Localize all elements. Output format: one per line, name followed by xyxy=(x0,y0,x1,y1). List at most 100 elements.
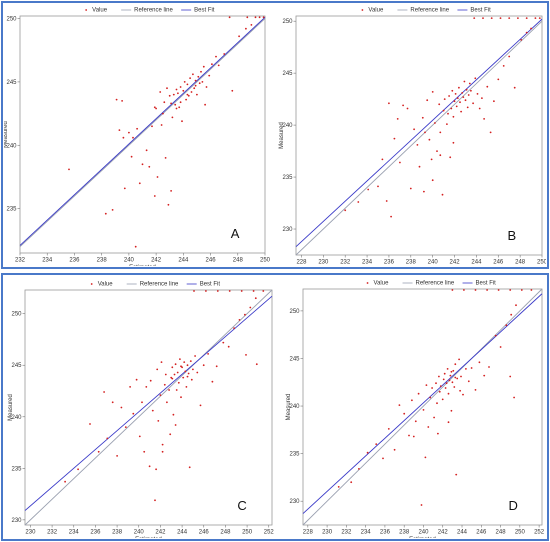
y-tick-label: 240 xyxy=(289,404,300,410)
data-point xyxy=(159,91,162,93)
y-axis-label: Measured xyxy=(8,394,14,421)
y-tick-label: 250 xyxy=(6,17,17,23)
data-point xyxy=(231,89,234,92)
data-point xyxy=(190,378,193,381)
data-point xyxy=(228,16,231,19)
chart-a-svg: 232 234 236 238 240 242 244 246 248 250 235 240 245 2… xyxy=(4,8,270,267)
data-point xyxy=(465,88,468,91)
data-point xyxy=(459,389,461,392)
data-point xyxy=(446,123,448,125)
data-point xyxy=(175,389,178,391)
data-point xyxy=(474,389,477,391)
data-point xyxy=(450,107,453,110)
data-point xyxy=(245,354,247,356)
x-axis-label: Estimated xyxy=(409,537,436,538)
data-point xyxy=(166,87,168,90)
data-point xyxy=(431,91,434,93)
data-point xyxy=(483,118,485,120)
data-point xyxy=(208,74,211,77)
data-point xyxy=(481,97,483,99)
data-point xyxy=(453,386,456,388)
data-point xyxy=(194,84,197,87)
data-point xyxy=(520,39,523,41)
y-tick-label: 235 xyxy=(6,207,17,213)
data-point xyxy=(448,95,450,97)
data-point xyxy=(470,89,472,92)
data-point xyxy=(494,334,497,337)
legend-reference-label: Reference line xyxy=(410,8,449,14)
data-point xyxy=(508,17,511,19)
data-point xyxy=(459,101,461,104)
data-point xyxy=(77,468,79,471)
data-point xyxy=(222,341,225,344)
data-point xyxy=(171,116,174,119)
data-point xyxy=(104,212,107,215)
data-point xyxy=(258,16,261,19)
data-point xyxy=(439,385,442,387)
y-tick-label: 250 xyxy=(11,312,22,318)
y-axis-label: Measured xyxy=(4,121,9,148)
data-point xyxy=(427,426,430,428)
data-point xyxy=(382,457,384,460)
x-tick-label: 242 xyxy=(151,258,162,264)
data-point xyxy=(186,93,189,96)
data-point xyxy=(377,185,379,188)
data-point xyxy=(438,375,440,378)
data-point xyxy=(423,190,425,193)
data-point xyxy=(344,209,347,212)
data-point xyxy=(499,346,502,348)
data-point xyxy=(143,450,146,453)
data-point xyxy=(431,387,433,389)
data-point xyxy=(164,157,167,159)
legend-value-marker xyxy=(90,283,93,285)
data-point xyxy=(211,63,213,66)
data-point xyxy=(444,387,447,389)
legend-value-label: Value xyxy=(92,8,108,14)
data-point xyxy=(123,187,126,190)
data-point xyxy=(192,368,194,371)
y-tick-label: 240 xyxy=(11,415,22,421)
data-point xyxy=(435,382,437,385)
data-point xyxy=(403,412,406,415)
data-point xyxy=(470,367,473,369)
data-point xyxy=(186,375,189,378)
data-point xyxy=(252,290,255,292)
data-point xyxy=(193,290,195,292)
data-point xyxy=(173,373,176,376)
y-axis-label: Measured xyxy=(286,394,292,421)
data-point xyxy=(451,289,454,291)
data-point xyxy=(190,91,193,93)
data-point xyxy=(136,127,139,130)
data-point xyxy=(182,376,185,379)
data-point xyxy=(515,304,517,307)
data-point xyxy=(254,297,257,300)
data-point xyxy=(455,473,458,476)
data-point xyxy=(442,378,445,381)
data-point xyxy=(443,372,446,375)
data-point xyxy=(156,368,159,371)
data-point xyxy=(179,86,182,88)
data-point xyxy=(64,480,66,483)
data-point xyxy=(497,289,500,291)
data-point xyxy=(116,455,118,457)
data-point xyxy=(180,365,182,368)
y-tick-label: 245 xyxy=(289,356,300,362)
data-point xyxy=(460,375,462,378)
data-point xyxy=(182,89,185,92)
data-point xyxy=(186,83,189,86)
data-point xyxy=(399,161,401,164)
data-point xyxy=(211,380,214,383)
x-tick-label: 238 xyxy=(406,260,417,266)
data-point xyxy=(148,165,151,168)
data-point xyxy=(393,448,396,451)
data-point xyxy=(438,390,441,393)
data-point xyxy=(411,399,413,402)
data-point xyxy=(163,101,166,104)
data-point xyxy=(161,450,164,453)
data-point xyxy=(183,361,186,363)
y-tick-label: 235 xyxy=(282,175,293,181)
data-point xyxy=(446,368,449,370)
legend-value-label: Value xyxy=(368,8,384,14)
data-point xyxy=(458,86,460,89)
data-point xyxy=(122,136,125,139)
